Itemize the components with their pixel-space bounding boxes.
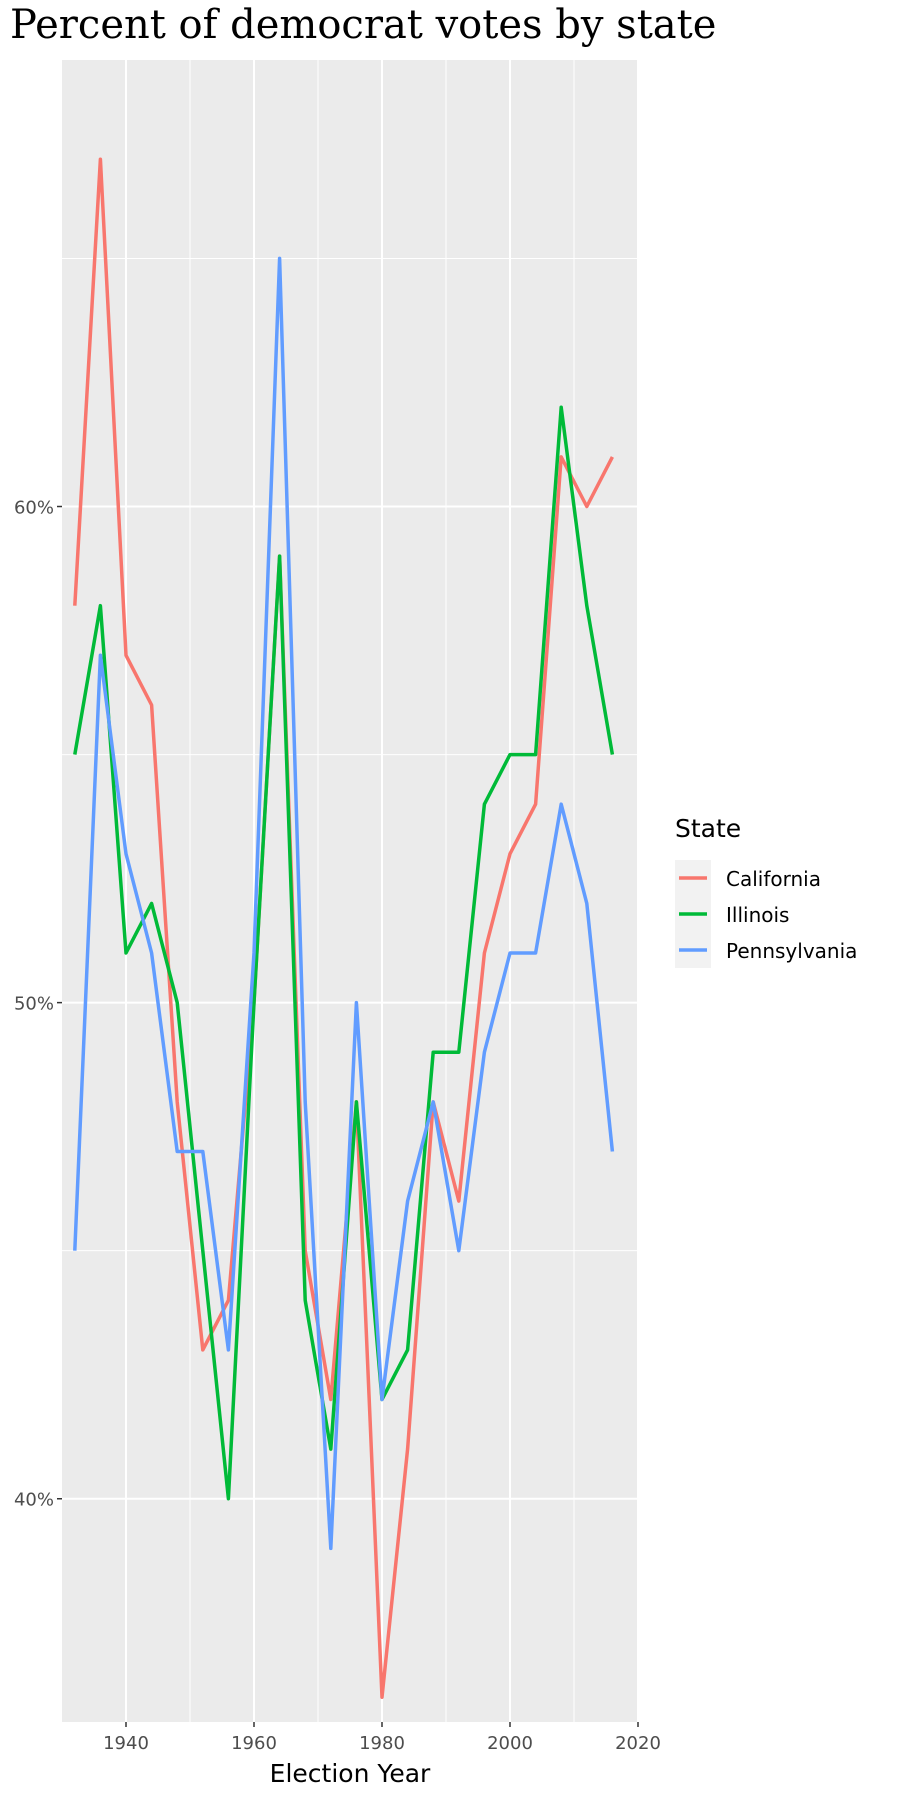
x-axis-title: Election Year [270,1759,431,1788]
legend-title: State [675,814,741,843]
x-tick-label: 2020 [615,1733,661,1754]
series-line-pennsylvania [73,256,615,1551]
y-tick-label: 60% [14,498,54,519]
y-tick-label: 40% [14,1490,54,1511]
x-tick-label: 1980 [359,1733,405,1754]
x-tick-label: 2000 [487,1733,533,1754]
y-tick-label: 50% [14,994,54,1015]
x-tick-label: 1940 [103,1733,149,1754]
legend-label: Illinois [726,903,789,927]
x-tick-label: 1960 [231,1733,277,1754]
legend-label: Pennsylvania [726,939,857,963]
chart-title: Percent of democrat votes by state [10,2,717,48]
legend-label: California [726,867,821,891]
plot-panel [62,60,638,1722]
